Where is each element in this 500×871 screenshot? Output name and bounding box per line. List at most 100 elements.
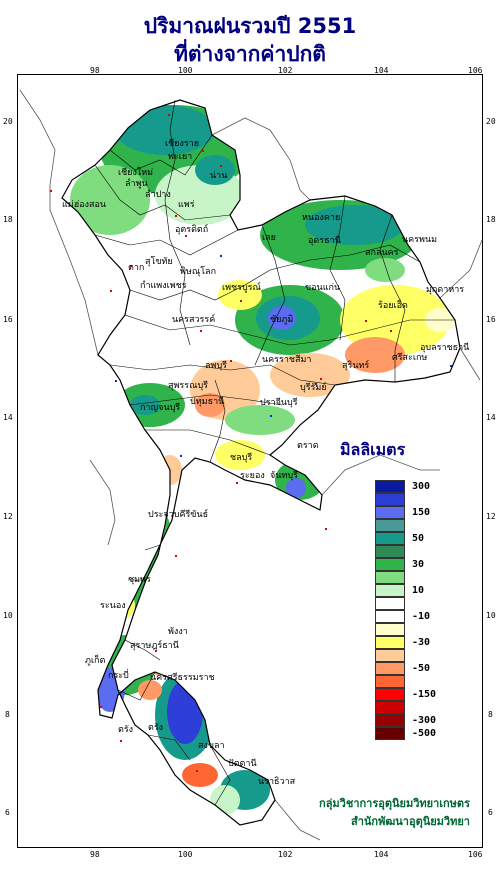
province-label: อุดรธานี (308, 235, 341, 246)
legend-swatch (375, 493, 405, 506)
province-label: สกลนคร (365, 248, 399, 258)
map-title-line1: ปริมาณฝนรวมปี 2551 (143, 14, 357, 38)
province-label: บุรีรัมย์ (300, 381, 327, 393)
province-label: นครพนม (402, 235, 437, 245)
credit-bureau: สำนักพัฒนาอุตุนิยมวิทยา (351, 815, 470, 828)
legend-swatch (375, 558, 405, 571)
province-label: ปทุมธานี (190, 396, 224, 407)
province-label: ประจวบคีรีขันธ์ (148, 508, 208, 520)
province-label: นครศรีธรรมราช (150, 672, 215, 683)
province-label: สุรินทร์ (342, 359, 369, 371)
province-label: ปราจีนบุรี (260, 397, 298, 408)
legend-label: -300 (412, 715, 437, 726)
legend-swatch (375, 701, 405, 714)
legend-swatch (375, 571, 405, 584)
legend-label: 10 (412, 585, 425, 596)
lon-tick-bottom: 100 (178, 850, 193, 859)
province-label: ระยอง (240, 471, 265, 481)
map-title-line2: ที่ต่างจากค่าปกติ (174, 42, 326, 66)
legend-swatch (375, 532, 405, 545)
legend-swatch (375, 636, 405, 649)
legend-swatch (375, 519, 405, 532)
lat-tick-left: 20 (3, 117, 13, 126)
province-label: นครสวรรค์ (172, 313, 215, 325)
province-label: ตรัง (148, 723, 163, 733)
legend-colorbar (375, 480, 405, 740)
lon-tick-top: 100 (178, 66, 193, 75)
lat-tick-right: 8 (488, 710, 493, 719)
province-label: ลพบุรี (205, 360, 227, 371)
legend-label: 300 (412, 481, 431, 492)
legend-swatch (375, 506, 405, 519)
province-label: กาญจนบุรี (140, 402, 180, 413)
legend-label: -500 (412, 728, 437, 739)
province-label: ร้อยเอ็ด (378, 298, 408, 311)
province-label: ปัตตานี (228, 758, 257, 769)
legend-label: -50 (412, 663, 431, 674)
legend-swatch (375, 675, 405, 688)
province-label: นราธิวาส (258, 776, 296, 787)
province-label: สุราษฎร์ธานี (130, 639, 179, 651)
credit-department: กลุ่มวิชาการอุตุนิยมวิทยาเกษตร (319, 797, 470, 810)
province-label: ตรัง (118, 725, 133, 735)
lat-tick-right: 12 (486, 512, 496, 521)
lon-tick-bottom: 106 (468, 850, 483, 859)
lat-tick-left: 8 (5, 710, 10, 719)
province-label: ชลบุรี (230, 452, 252, 463)
lon-tick-bottom: 104 (374, 850, 389, 859)
province-label: พิษณุโลก (180, 266, 216, 277)
lon-tick-top: 98 (90, 66, 100, 75)
lat-tick-left: 16 (3, 315, 13, 324)
province-label: เพชรบูรณ์ (222, 281, 261, 293)
province-label: ตราด (297, 441, 319, 451)
lat-tick-left: 18 (3, 215, 13, 224)
province-label: น่าน (210, 171, 227, 181)
province-label: ชุมพร (128, 575, 151, 585)
lat-tick-right: 20 (486, 117, 496, 126)
legend-label: -150 (412, 689, 437, 700)
lat-tick-right: 16 (486, 315, 496, 324)
lon-tick-bottom: 102 (278, 850, 293, 859)
legend-swatch (375, 727, 405, 740)
province-label: ตาก (128, 263, 144, 273)
province-label: ชัยภูมิ (270, 314, 293, 325)
province-label: หนองคาย (302, 213, 340, 223)
province-label: เชียงราย (165, 138, 199, 149)
province-label: ลำพูน (125, 178, 148, 189)
province-label: สุโขทัย (145, 256, 173, 267)
legend-label: -10 (412, 611, 431, 622)
lat-tick-right: 18 (486, 215, 496, 224)
legend-label: -30 (412, 637, 431, 648)
lat-tick-right: 14 (486, 413, 496, 422)
lat-tick-left: 6 (5, 808, 10, 817)
lat-tick-left: 10 (3, 611, 13, 620)
province-label: พะเยา (168, 152, 192, 162)
province-label: แม่ฮ่องสอน (62, 200, 106, 210)
lat-tick-right: 6 (488, 808, 493, 817)
legend-swatch (375, 623, 405, 636)
province-label: สุพรรณบุรี (168, 380, 208, 391)
province-label: นครราชสีมา (262, 354, 311, 365)
lon-tick-bottom: 98 (90, 850, 100, 859)
province-label: อุบลราชธานี (420, 342, 469, 353)
province-label: พังงา (168, 627, 188, 637)
legend-swatch (375, 714, 405, 727)
lat-tick-right: 10 (486, 611, 496, 620)
province-label: มุกดาหาร (426, 285, 464, 295)
province-label: จันทบุรี (270, 470, 298, 481)
province-label: ระนอง (100, 601, 126, 611)
legend-label: 150 (412, 507, 431, 518)
legend-swatch (375, 688, 405, 701)
province-label: เชียงใหม่ (118, 167, 153, 178)
province-label: แพร่ (178, 200, 195, 210)
legend-swatch (375, 545, 405, 558)
legend-label: 30 (412, 559, 425, 570)
legend-swatch (375, 610, 405, 623)
legend-swatch (375, 584, 405, 597)
legend-label: 50 (412, 533, 425, 544)
province-label: กระบี่ (108, 668, 129, 681)
province-label: ขอนแก่น (305, 283, 340, 293)
legend-swatch (375, 480, 405, 493)
lat-tick-left: 12 (3, 512, 13, 521)
legend-title: มิลลิเมตร (340, 440, 406, 459)
